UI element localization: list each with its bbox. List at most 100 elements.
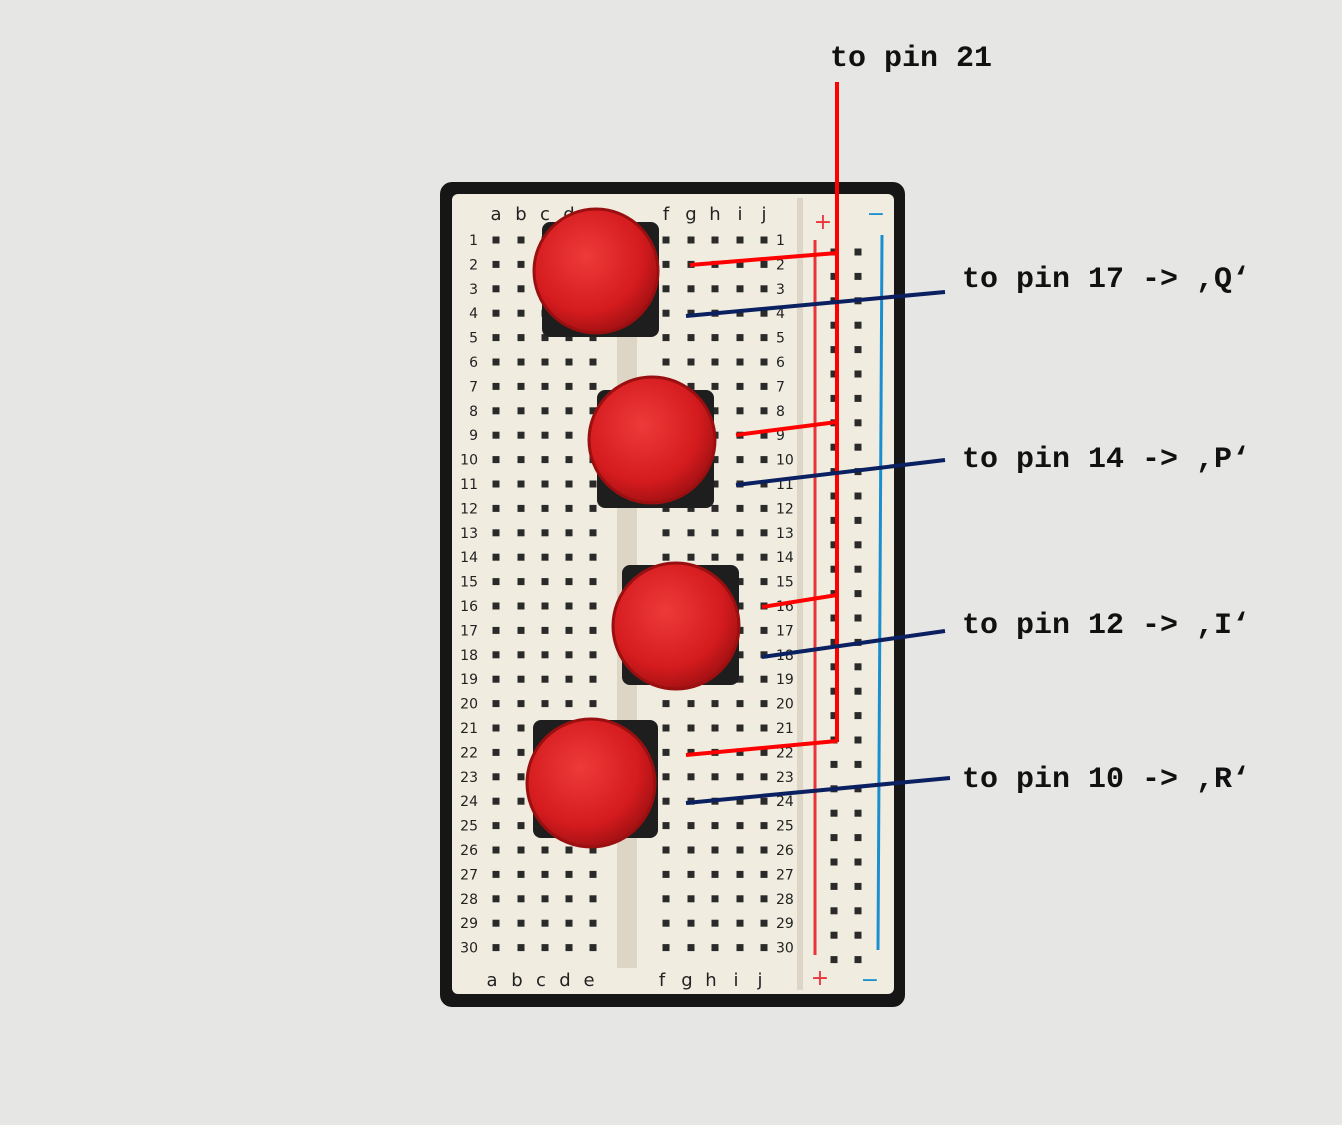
row-number-left: 11 <box>460 477 478 493</box>
rail-hole <box>854 809 862 817</box>
column-letter-bottom: h <box>705 970 716 991</box>
hole <box>492 895 500 903</box>
hole <box>492 553 500 561</box>
hole <box>687 895 695 903</box>
column-letter-top: i <box>737 204 742 225</box>
hole <box>662 504 670 512</box>
hole <box>492 724 500 732</box>
row-number-left: 16 <box>460 599 478 615</box>
hole <box>541 578 549 586</box>
hole <box>565 700 573 708</box>
hole <box>565 895 573 903</box>
hole <box>711 944 719 952</box>
push-button-3 <box>611 561 741 691</box>
hole <box>736 260 744 268</box>
hole <box>589 870 597 878</box>
hole <box>687 285 695 293</box>
rail-hole <box>830 638 838 646</box>
row-number-left: 13 <box>460 526 478 542</box>
label-to-pin-21: to pin 21 <box>830 42 993 76</box>
row-number-left: 29 <box>460 916 478 932</box>
hole <box>589 919 597 927</box>
hole <box>760 529 768 537</box>
hole <box>517 456 525 464</box>
rail-hole <box>854 956 862 964</box>
hole <box>760 822 768 830</box>
rail-hole <box>854 370 862 378</box>
row-number-right: 6 <box>776 355 785 371</box>
row-number-left: 9 <box>469 428 478 444</box>
row-number-right: 7 <box>776 379 785 395</box>
hole <box>736 382 744 390</box>
hole <box>565 602 573 610</box>
hole <box>492 431 500 439</box>
hole <box>760 334 768 342</box>
hole <box>736 944 744 952</box>
hole <box>589 651 597 659</box>
hole <box>711 822 719 830</box>
hole <box>760 504 768 512</box>
rail-hole <box>854 882 862 890</box>
rail-hole <box>830 907 838 915</box>
hole <box>541 626 549 634</box>
hole <box>492 260 500 268</box>
hole <box>565 846 573 854</box>
signal-wire-pin17 <box>685 290 946 318</box>
hole <box>517 358 525 366</box>
column-letter-bottom: b <box>511 970 522 991</box>
button-cap <box>587 375 717 505</box>
hole <box>711 504 719 512</box>
hole <box>711 285 719 293</box>
hole <box>565 675 573 683</box>
hole <box>541 456 549 464</box>
hole <box>662 334 670 342</box>
push-button-2 <box>587 375 717 508</box>
hole <box>565 480 573 488</box>
hole <box>565 651 573 659</box>
hole <box>541 504 549 512</box>
hole <box>760 480 768 488</box>
row-number-right: 26 <box>776 843 794 859</box>
row-number-left: 7 <box>469 379 478 395</box>
rail-hole <box>830 931 838 939</box>
row-number-right: 23 <box>776 770 794 786</box>
rail-hole <box>830 321 838 329</box>
hole <box>517 822 525 830</box>
hole <box>687 553 695 561</box>
rail-hole <box>854 785 862 793</box>
row-number-right: 1 <box>776 233 785 249</box>
hole <box>541 407 549 415</box>
hole <box>736 797 744 805</box>
hole <box>736 748 744 756</box>
column-letter-bottom: d <box>559 970 570 991</box>
hole <box>517 309 525 317</box>
hole <box>541 358 549 366</box>
hole <box>760 870 768 878</box>
row-number-right: 30 <box>776 941 794 957</box>
row-number-right: 4 <box>776 306 785 322</box>
row-number-right: 14 <box>776 550 794 566</box>
rail-hole <box>854 736 862 744</box>
hole <box>687 700 695 708</box>
row-number-right: 13 <box>776 526 794 542</box>
row-number-right: 24 <box>776 794 794 810</box>
rail-hole <box>830 687 838 695</box>
row-number-right: 22 <box>776 745 794 761</box>
rail-hole <box>854 248 862 256</box>
column-letter-bottom: a <box>486 970 497 991</box>
hole <box>589 944 597 952</box>
hole <box>541 700 549 708</box>
hole <box>589 504 597 512</box>
hole <box>760 382 768 390</box>
hole <box>517 919 525 927</box>
hole <box>662 285 670 293</box>
hole <box>492 358 500 366</box>
rail-hole <box>854 443 862 451</box>
hole <box>760 944 768 952</box>
rail-hole <box>830 882 838 890</box>
hole <box>541 431 549 439</box>
hole <box>662 529 670 537</box>
row-number-right: 10 <box>776 453 794 469</box>
hole <box>565 382 573 390</box>
rail-hole <box>830 565 838 573</box>
